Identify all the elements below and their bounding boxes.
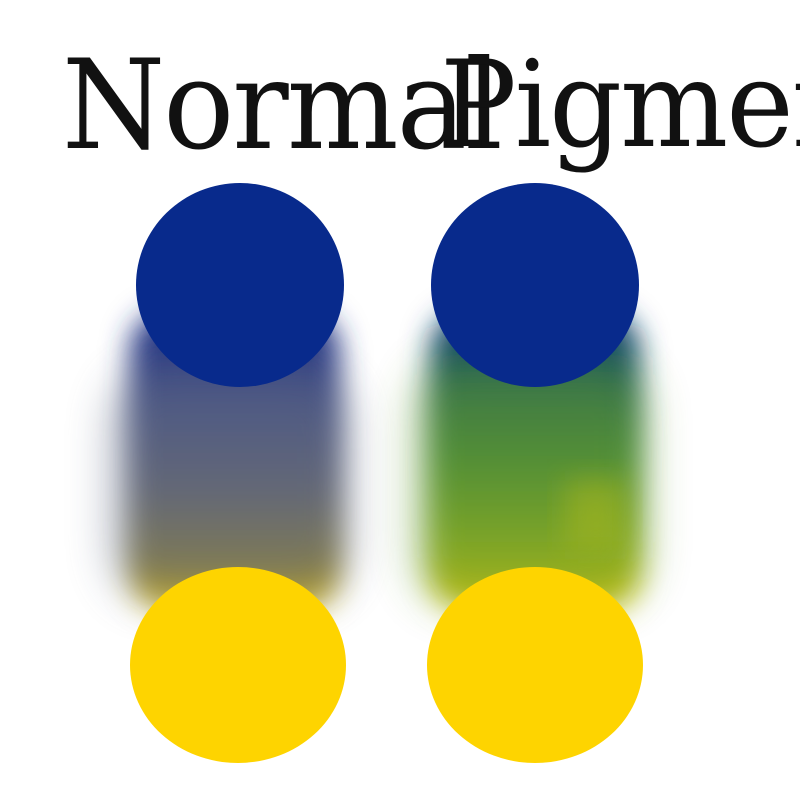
- pigment-label: Pigment: [440, 34, 800, 175]
- pigment-yellow-blob: [427, 567, 643, 763]
- normal-label: Normal: [62, 32, 503, 178]
- pigment-green-patch: [565, 480, 625, 550]
- normal-yellow-blob: [130, 567, 346, 763]
- pigment-blue-blob: [431, 183, 639, 387]
- normal-blend-haze: [110, 370, 350, 600]
- normal-swatch: [110, 183, 350, 763]
- normal-blue-blob: [136, 183, 344, 387]
- pigment-swatch: [412, 183, 647, 763]
